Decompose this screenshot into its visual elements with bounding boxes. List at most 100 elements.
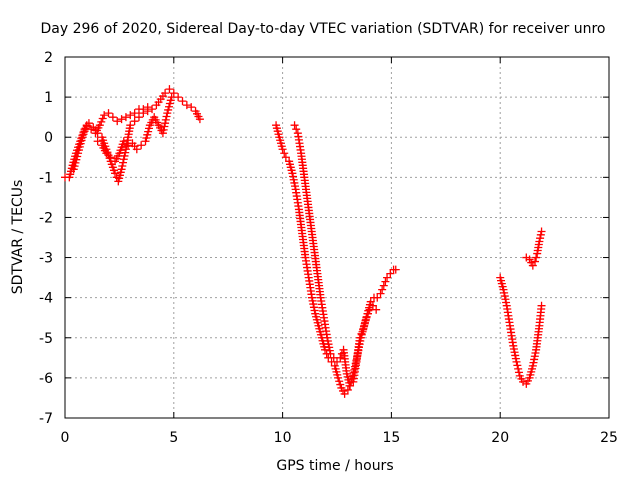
data-point	[161, 115, 170, 124]
data-point	[346, 381, 355, 390]
data-point	[514, 368, 523, 377]
data-point	[340, 389, 349, 398]
plot-frame	[64, 56, 610, 419]
data-point	[378, 285, 387, 294]
data-point	[381, 277, 390, 286]
grid	[65, 57, 609, 418]
x-tick-label: 10	[274, 430, 292, 446]
data-point	[137, 141, 146, 150]
data-point	[165, 85, 174, 94]
data-point	[100, 111, 109, 120]
data-point	[386, 269, 395, 278]
x-tick-labels: 0 5 10 15 20 25	[61, 430, 618, 446]
y-tick-labels: 2 1 0 -1 -2 -3 -4 -5 -6 -7	[39, 50, 53, 427]
data-point	[161, 89, 170, 98]
data-point	[111, 169, 120, 178]
data-point	[372, 305, 381, 314]
x-axis-label: GPS time / hours	[276, 458, 393, 474]
data-point	[106, 153, 115, 162]
data-point	[280, 149, 289, 158]
data-point	[512, 357, 521, 366]
data-point	[121, 113, 130, 122]
data-point	[195, 115, 204, 124]
data-point	[93, 137, 102, 146]
data-point	[290, 121, 299, 130]
data-point	[126, 121, 135, 130]
x-tick-label: 20	[491, 430, 509, 446]
data-point	[376, 289, 385, 298]
data-point	[119, 137, 128, 146]
data-point	[108, 113, 117, 122]
y-tick-label: 0	[44, 130, 53, 146]
data-point	[187, 103, 196, 112]
data-point	[159, 125, 168, 134]
data-point	[514, 364, 523, 373]
axis-ticks	[64, 56, 610, 419]
y-tick-label: -2	[39, 210, 53, 226]
data-point	[278, 145, 287, 154]
data-point	[355, 333, 364, 342]
data-point	[169, 89, 178, 98]
data-point	[167, 93, 176, 102]
y-axis-label: SDTVAR / TECUs	[10, 180, 26, 295]
series-seg-c	[93, 93, 176, 166]
data-point	[130, 117, 139, 126]
data-point	[335, 377, 344, 386]
data-point	[130, 109, 139, 118]
series-seg-f	[496, 273, 546, 388]
y-tick-label: -5	[39, 331, 53, 347]
chart-title: Day 296 of 2020, Sidereal Day-to-day VTE…	[41, 21, 606, 37]
data-points	[61, 85, 546, 398]
data-point	[343, 385, 352, 394]
data-point	[82, 121, 91, 130]
data-point	[321, 345, 330, 354]
data-point	[87, 125, 96, 134]
data-point	[535, 237, 544, 246]
y-tick-label: -1	[39, 170, 53, 186]
data-point	[373, 293, 382, 302]
data-point	[118, 161, 127, 170]
data-point	[148, 105, 157, 114]
data-point	[536, 230, 545, 239]
data-point	[333, 357, 341, 366]
data-point	[336, 380, 345, 389]
data-point	[334, 373, 343, 382]
y-tick-label: -4	[39, 291, 53, 307]
data-point	[178, 97, 187, 106]
data-point	[531, 257, 540, 266]
data-point	[97, 117, 106, 126]
x-tick-label: 25	[600, 430, 618, 446]
x-tick-label: 5	[169, 430, 178, 446]
data-point	[513, 361, 522, 370]
data-point	[143, 103, 152, 112]
data-point	[281, 153, 290, 162]
y-tick-label: 1	[44, 90, 53, 106]
data-point	[113, 117, 122, 126]
data-point	[537, 301, 546, 310]
data-point	[104, 109, 113, 118]
data-point	[383, 273, 392, 282]
series-seg-e	[290, 121, 381, 390]
y-tick-label: -6	[39, 371, 53, 387]
data-point	[95, 121, 104, 130]
data-point	[102, 149, 111, 158]
data-point	[160, 122, 169, 131]
data-point	[292, 125, 301, 134]
data-point	[132, 145, 141, 154]
x-tick-label: 15	[382, 430, 400, 446]
data-point	[536, 234, 545, 243]
data-point	[126, 111, 135, 120]
data-point	[532, 253, 541, 262]
data-point	[161, 119, 170, 128]
series-seg-d	[272, 121, 400, 398]
data-point	[98, 114, 107, 123]
data-point	[364, 309, 373, 318]
data-point	[336, 353, 345, 362]
data-point	[362, 313, 371, 322]
data-point	[124, 141, 133, 150]
data-point	[162, 112, 171, 121]
data-point	[119, 158, 128, 167]
data-point	[121, 148, 130, 157]
data-point	[537, 227, 546, 236]
data-point	[357, 329, 366, 338]
